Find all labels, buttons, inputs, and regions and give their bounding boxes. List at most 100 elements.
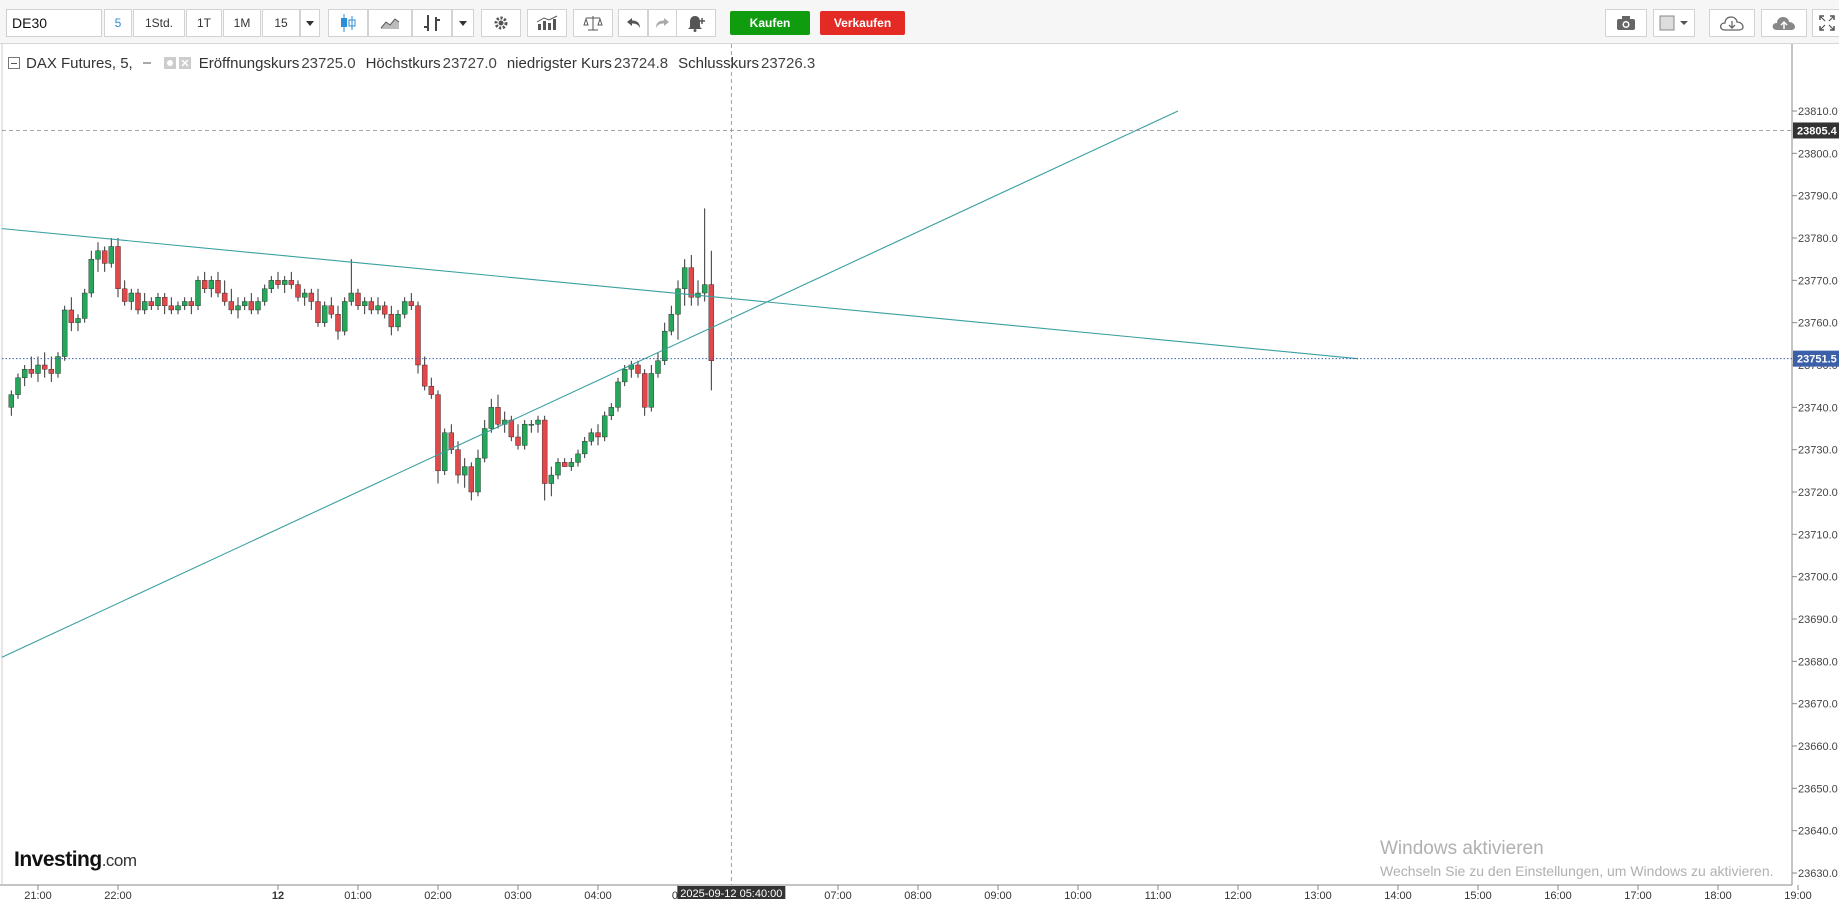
drawing-dropdown-button[interactable] xyxy=(452,9,474,37)
candle-body xyxy=(655,360,661,374)
y-tick-label: 23800.0 xyxy=(1798,148,1838,160)
candle-body xyxy=(95,250,101,260)
candle-body xyxy=(168,305,175,311)
candle-body xyxy=(595,432,601,438)
camera-icon xyxy=(1617,16,1635,30)
high-label: Höchstkurs xyxy=(365,54,441,72)
symbol-search-input[interactable] xyxy=(6,9,102,37)
candle-body xyxy=(601,415,608,438)
interval-1h-button[interactable]: 1Std. xyxy=(133,9,185,37)
save-layout-button[interactable] xyxy=(1761,9,1807,37)
interval-15-button[interactable]: 15 xyxy=(262,9,300,37)
y-tick-label: 23730.0 xyxy=(1798,445,1838,457)
line-chart-button[interactable] xyxy=(368,9,412,37)
candle-body xyxy=(295,284,301,298)
candle-body xyxy=(428,385,435,395)
x-tick-label: 13:00 xyxy=(1304,890,1332,899)
interval-1d-button[interactable]: 1T xyxy=(186,9,222,37)
drawing-tool-button[interactable] xyxy=(412,9,452,37)
candle-body xyxy=(528,424,535,426)
y-tick-label: 23680.0 xyxy=(1798,656,1838,668)
candle-body xyxy=(41,364,48,370)
candle-body xyxy=(221,292,228,302)
x-tick-label: 22:00 xyxy=(104,890,132,899)
interval-dropdown-button[interactable] xyxy=(300,9,320,37)
candle-body xyxy=(201,280,208,289)
x-tick-label: 11:00 xyxy=(1145,890,1172,899)
open-value: 23725.0 xyxy=(301,54,356,72)
visibility-icon[interactable] xyxy=(163,56,193,70)
candle-body xyxy=(208,280,215,289)
y-tick-label: 23630.0 xyxy=(1798,868,1838,880)
buy-button[interactable]: Kaufen xyxy=(730,11,810,35)
price-chart[interactable]: 23810.0 23800.0 23790.0 23780.0 23770.0 23760… xyxy=(0,44,1839,899)
candle-body xyxy=(568,462,575,467)
candle-body xyxy=(488,407,495,429)
candle-body xyxy=(255,301,261,311)
candle-body xyxy=(668,314,675,332)
price-axis[interactable] xyxy=(1792,44,1839,899)
candle-body xyxy=(281,280,288,285)
undo-button[interactable] xyxy=(618,9,648,37)
candle-body xyxy=(408,301,415,306)
interval-5-button[interactable]: 5 xyxy=(104,9,132,37)
interval-1m-button[interactable]: 1M xyxy=(223,9,261,37)
compare-button[interactable] xyxy=(573,9,613,37)
candle-body xyxy=(81,292,88,319)
alert-button[interactable] xyxy=(676,9,716,37)
settings-icon xyxy=(494,16,508,30)
settings-button[interactable] xyxy=(481,9,521,37)
candle-body xyxy=(135,292,141,311)
candle-body xyxy=(55,356,61,374)
candle-body xyxy=(348,292,355,302)
sell-button[interactable]: Verkaufen xyxy=(820,11,905,35)
x-tick-label: 01:00 xyxy=(344,890,372,899)
crosshair-price-badge xyxy=(1793,122,1839,139)
candle-body xyxy=(635,364,641,374)
indicators-button[interactable] xyxy=(527,9,567,37)
legend-dropdown-icon[interactable] xyxy=(139,59,155,67)
candle-body xyxy=(535,419,541,425)
candle-type-button[interactable] xyxy=(328,9,368,37)
y-tick-label: 23660.0 xyxy=(1798,741,1838,753)
toolbar: 5 1Std. 1T 1M 15 xyxy=(0,0,1839,44)
trendline-1[interactable] xyxy=(1,228,1359,360)
x-tick-label: 21:00 xyxy=(24,890,52,899)
candle-body xyxy=(15,377,21,395)
y-tick-label: 23790.0 xyxy=(1798,191,1838,203)
layout-button[interactable] xyxy=(1653,9,1695,37)
x-tick-label: 18:00 xyxy=(1704,890,1732,899)
crosshair-time-badge xyxy=(677,886,786,899)
crosshair-time-label: 2025-09-12 05:40:00 xyxy=(680,888,782,899)
y-tick-label: 23780.0 xyxy=(1798,233,1838,245)
collapse-legend-icon[interactable] xyxy=(8,57,20,69)
cloud-upload-icon xyxy=(1772,17,1795,30)
candle-body xyxy=(368,301,375,311)
candle-body xyxy=(661,330,668,361)
candle-body xyxy=(161,297,168,306)
candle-body xyxy=(481,428,488,459)
candle-body xyxy=(515,436,521,446)
redo-button[interactable] xyxy=(648,9,678,37)
fullscreen-button[interactable] xyxy=(1812,9,1839,37)
candle-body xyxy=(641,373,648,408)
candle-body xyxy=(195,280,201,306)
scale-icon xyxy=(583,16,603,31)
y-tick-label: 23720.0 xyxy=(1798,487,1838,499)
open-label: Eröffnungskurs xyxy=(198,54,300,72)
candle-body xyxy=(541,419,548,484)
y-tick-label: 23640.0 xyxy=(1798,826,1838,838)
trendline-2[interactable] xyxy=(1,110,1179,658)
load-layout-button[interactable] xyxy=(1709,9,1755,37)
candle-body xyxy=(241,301,248,306)
screenshot-button[interactable] xyxy=(1605,9,1647,37)
candle-body xyxy=(288,280,295,285)
layout-icon xyxy=(1659,15,1688,31)
candle-body xyxy=(421,364,428,387)
candle-body xyxy=(328,305,335,315)
candle-body xyxy=(621,369,628,383)
high-value: 23727.0 xyxy=(442,54,497,72)
candle-body xyxy=(35,364,41,374)
cloud-download-icon xyxy=(1719,16,1744,31)
candle-body xyxy=(148,301,155,306)
